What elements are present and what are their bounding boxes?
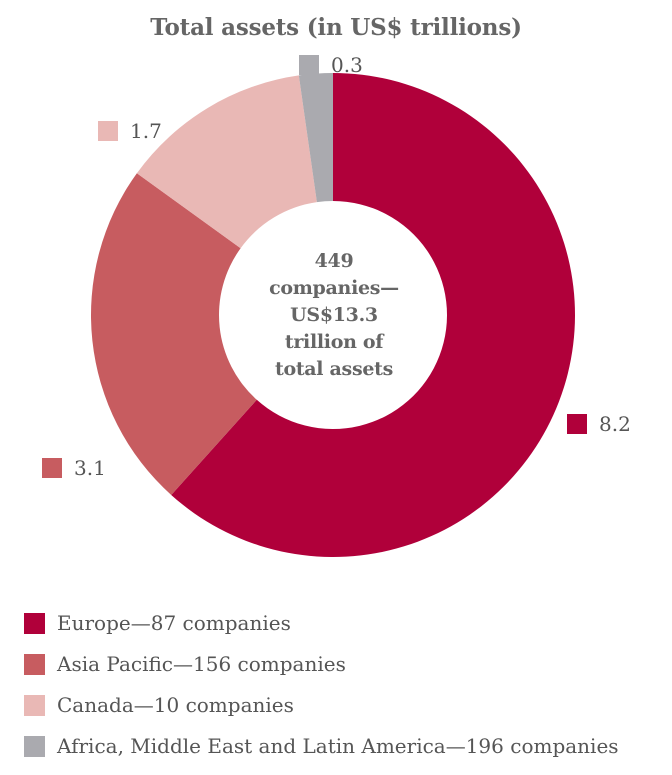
legend-swatch-canada [24, 694, 45, 716]
center-line-4: trillion of [284, 331, 384, 353]
slice-value-label-europe: 8.2 [567, 412, 631, 436]
legend-label-canada: Canada—10 companies [57, 693, 294, 717]
slice-value-text-canada: 1.7 [130, 119, 162, 143]
slice-swatch-asia-pacific [42, 458, 62, 478]
chart-title: Total assets (in US$ trillions) [150, 14, 522, 41]
donut-slice-asia-pacific [91, 173, 257, 495]
legend-label-africa-me-latam: Africa, Middle East and Latin America—19… [57, 734, 619, 758]
slice-value-text-europe: 8.2 [599, 412, 631, 436]
legend-label-asia-pacific: Asia Pacific—156 companies [57, 652, 346, 676]
center-line-2: companies— [269, 277, 399, 299]
slice-swatch-africa-me-latam [299, 55, 319, 75]
slice-swatch-canada [98, 121, 118, 141]
legend-swatch-asia-pacific [24, 653, 45, 675]
slice-value-text-asia-pacific: 3.1 [74, 456, 106, 480]
slice-value-label-africa-me-latam: 0.3 [299, 53, 363, 77]
slice-value-label-asia-pacific: 3.1 [42, 456, 106, 480]
donut-chart [91, 73, 576, 558]
center-line-1: 449 [314, 250, 354, 272]
donut-center-label: 449 companies— US$13.3 trillion of total… [224, 248, 444, 383]
chart-legend: Europe—87 companies Asia Pacific—156 com… [24, 611, 619, 775]
center-line-3: US$13.3 [290, 304, 378, 326]
legend-item-europe: Europe—87 companies [24, 611, 619, 635]
legend-swatch-africa-me-latam [24, 735, 45, 757]
slice-value-text-africa-me-latam: 0.3 [331, 53, 363, 77]
legend-swatch-europe [24, 612, 45, 634]
slice-swatch-europe [567, 414, 587, 434]
donut-slice-canada [136, 75, 317, 249]
donut-slice-africa-me-latam [298, 73, 333, 203]
center-line-5: total assets [274, 358, 394, 380]
donut-slice-europe [171, 73, 576, 558]
legend-item-canada: Canada—10 companies [24, 693, 619, 717]
slice-value-label-canada: 1.7 [98, 119, 162, 143]
legend-label-europe: Europe—87 companies [57, 611, 291, 635]
legend-item-africa-me-latam: Africa, Middle East and Latin America—19… [24, 734, 619, 758]
legend-item-asia-pacific: Asia Pacific—156 companies [24, 652, 619, 676]
